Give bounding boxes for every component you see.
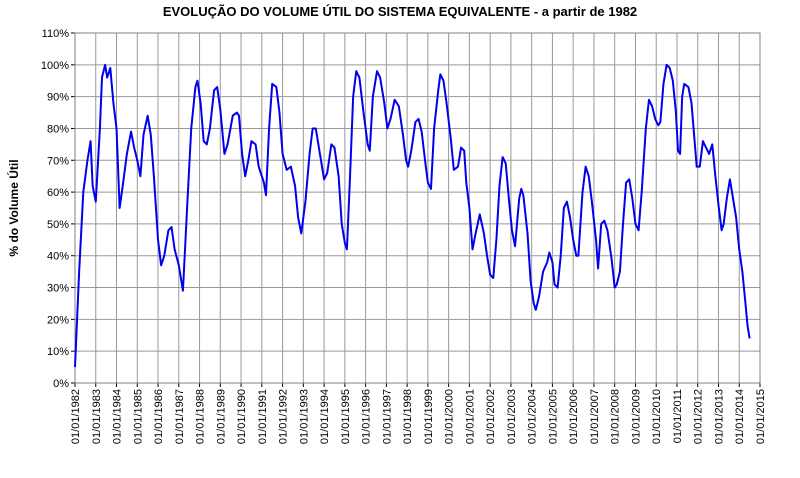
y-tick-label: 100% [41,60,69,72]
x-tick-label: 01/01/2015 [755,389,767,444]
x-tick-label: 01/01/2001 [464,389,476,444]
x-tick-label: 01/01/2012 [693,389,705,444]
series-line [74,63,751,368]
x-tick-label: 01/01/1996 [361,389,373,444]
x-tick-label: 01/01/2011 [672,389,684,443]
y-tick-label: 80% [47,123,69,135]
x-tick-label: 01/01/1988 [195,389,207,444]
plot-border [74,32,761,384]
y-tick-label: 10% [47,346,69,358]
x-tick-label: 01/01/1995 [340,389,352,444]
x-tick-label: 01/01/1994 [319,389,331,444]
x-tick-label: 01/01/1990 [236,389,248,444]
y-tick-label: 40% [47,251,69,263]
x-tick-label: 01/01/1997 [381,389,393,444]
x-tick-label: 01/01/1993 [298,389,310,444]
x-tick-label: 01/01/1989 [215,389,227,444]
y-tick-label: 30% [47,283,69,295]
y-tick-label: 70% [47,155,69,167]
x-tick-label: 01/01/1986 [153,389,165,444]
x-tick-label: 01/01/2007 [589,389,601,444]
x-tick-label: 01/01/2013 [713,389,725,444]
y-tick-label: 60% [47,187,69,199]
x-tick-label: 01/01/2008 [610,389,622,444]
y-tick-label: 50% [47,219,69,231]
y-tick-label: 0% [53,378,69,390]
y-tick-label: 90% [47,92,69,104]
x-tick-label: 01/01/2000 [444,389,456,444]
x-tick-label: 01/01/1999 [423,389,435,444]
x-tick-label: 01/01/2010 [651,389,663,444]
x-tick-label: 01/01/1987 [174,389,186,444]
y-axis-label: % do Volume Útil [6,159,21,256]
x-tick-label: 01/01/2004 [527,389,539,444]
x-tick-label: 01/01/2009 [630,389,642,444]
x-tick-label: 01/01/2005 [547,389,559,444]
x-tick-label: 01/01/1984 [112,389,124,444]
x-tick-label: 01/01/2003 [506,389,518,444]
x-tick-label: 01/01/1982 [70,389,82,444]
x-tick-label: 01/01/1998 [402,389,414,444]
y-tick-label: 110% [42,28,70,40]
x-tick-label: 01/01/2002 [485,389,497,444]
x-tick-label: 01/01/1983 [91,389,103,444]
y-tick-label: 20% [47,314,69,326]
x-tick-label: 01/01/2014 [734,389,746,444]
x-tick-label: 01/01/1992 [278,389,290,444]
chart-title: EVOLUÇÃO DO VOLUME ÚTIL DO SISTEMA EQUIV… [163,4,637,19]
x-tick-label: 01/01/1985 [132,389,144,444]
x-tick-label: 01/01/2006 [568,389,580,444]
x-tick-label: 01/01/1991 [257,389,269,444]
